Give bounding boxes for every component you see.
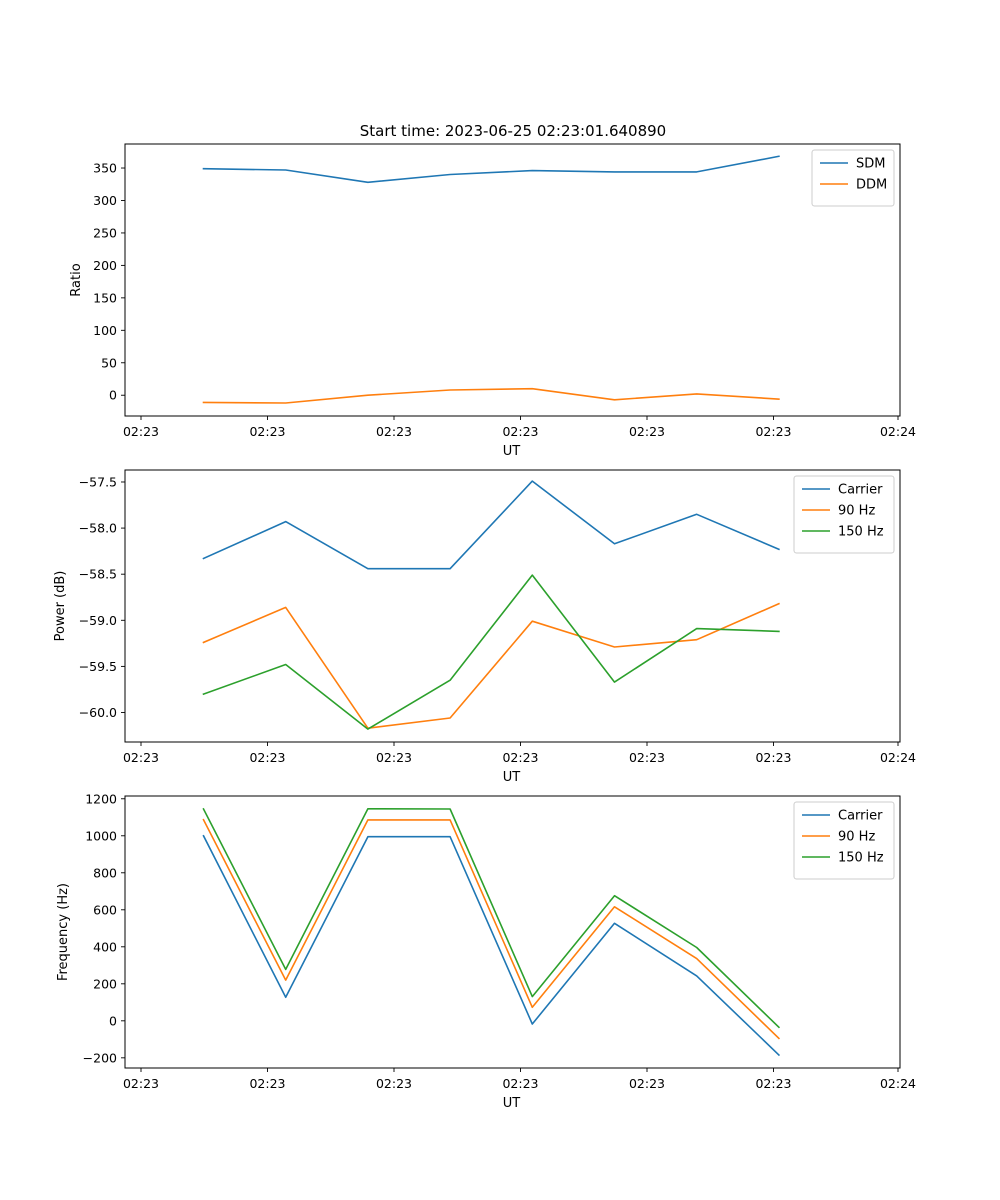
x-tick-label: 02:23 (249, 424, 285, 439)
x-tick-label: 02:24 (880, 750, 916, 765)
y-tick-label: 150 (93, 290, 117, 305)
x-axis-label: UT (503, 1096, 521, 1111)
legend-label: 90 Hz (838, 830, 875, 845)
legend-frame (793, 801, 895, 880)
y-tick-label: −200 (83, 1050, 117, 1065)
legend: Carrier 90 Hz 150 Hz (793, 801, 895, 880)
y-tick-label: 200 (93, 258, 117, 273)
legend-label: 150 Hz (838, 851, 884, 866)
x-tick-label: 02:24 (880, 1076, 916, 1091)
y-tick-label: −57.5 (79, 474, 117, 489)
legend: Carrier 90 Hz 150 Hz (793, 475, 895, 554)
panel-1: 0 50 100 150 200 250 300 350 02:23 02:23 02:23 02:2… (69, 143, 916, 459)
series-line-ddm (202, 387, 780, 404)
y-tick-label: 350 (93, 161, 117, 176)
y-tick-label: 300 (93, 193, 117, 208)
y-tick-label: 0 (109, 388, 117, 403)
x-tick-label: 02:24 (880, 424, 916, 439)
x-tick-label: 02:23 (502, 750, 538, 765)
x-tick-label: 02:23 (376, 750, 412, 765)
x-tick-label: 02:23 (755, 750, 791, 765)
x-tick-label: 02:23 (123, 1076, 159, 1091)
series-line-90-hz (202, 818, 781, 1040)
y-tick-label: −58.0 (79, 521, 117, 536)
plot-frame (124, 795, 901, 1069)
legend-frame (811, 149, 895, 207)
legend-label: DDM (856, 178, 887, 193)
x-tick-label: 02:23 (755, 424, 791, 439)
y-tick-label: −59.5 (79, 659, 117, 674)
y-tick-label: 1200 (85, 791, 117, 806)
x-tick-label: 02:23 (123, 750, 159, 765)
y-tick-label: 100 (93, 323, 117, 338)
x-tick-label: 02:23 (376, 424, 412, 439)
x-tick-label: 02:23 (376, 1076, 412, 1091)
legend-label: 150 Hz (838, 525, 884, 540)
y-tick-label: −60.0 (79, 705, 117, 720)
x-axis-label: UT (503, 770, 521, 785)
series-line-150-hz (202, 807, 781, 1029)
series-line-90-hz (202, 602, 780, 730)
legend-label: Carrier (838, 483, 883, 498)
x-tick-label: 02:23 (249, 750, 285, 765)
plot-frame (124, 469, 901, 743)
x-axis-label: UT (503, 444, 521, 459)
x-tick-label: 02:23 (755, 1076, 791, 1091)
x-tick-label: 02:23 (123, 424, 159, 439)
y-tick-label: 0 (109, 1013, 117, 1028)
y-tick-label: 600 (93, 902, 117, 917)
y-tick-label: 250 (93, 225, 117, 240)
legend-label: 90 Hz (838, 504, 875, 519)
y-tick-label: 800 (93, 865, 117, 880)
x-tick-label: 02:23 (502, 1076, 538, 1091)
y-axis-label: Power (dB) (53, 571, 68, 642)
figure-title: Start time: 2023-06-25 02:23:01.640890 (360, 122, 666, 140)
x-tick-label: 02:23 (249, 1076, 285, 1091)
series-line-150-hz (202, 574, 780, 730)
y-tick-label: 400 (93, 939, 117, 954)
x-tick-label: 02:23 (629, 424, 665, 439)
y-tick-label: −59.0 (79, 613, 117, 628)
y-tick-label: 1000 (85, 828, 117, 843)
panel-3: −200 0 200 400 600 800 1000 1200 02:23 02:23 02:23… (56, 791, 916, 1111)
legend-label: SDM (856, 157, 885, 172)
legend-frame (793, 475, 895, 554)
legend: SDM DDM (811, 149, 895, 207)
series-line-carrier (202, 480, 780, 570)
panel-2: −60.0 −59.5 −59.0 −58.5 −58.0 −57.5 02:23 02:23… (53, 469, 916, 785)
y-axis-label: Ratio (69, 263, 84, 296)
x-tick-label: 02:23 (502, 424, 538, 439)
series-line-carrier (202, 834, 781, 1057)
y-tick-label: −58.5 (79, 567, 117, 582)
y-tick-label: 50 (101, 355, 117, 370)
y-tick-label: 200 (93, 976, 117, 991)
legend-label: Carrier (838, 809, 883, 824)
plot-frame (124, 143, 901, 417)
x-tick-label: 02:23 (629, 750, 665, 765)
x-tick-label: 02:23 (629, 1076, 665, 1091)
series-line-sdm (202, 155, 780, 184)
y-axis-label: Frequency (Hz) (56, 883, 71, 981)
